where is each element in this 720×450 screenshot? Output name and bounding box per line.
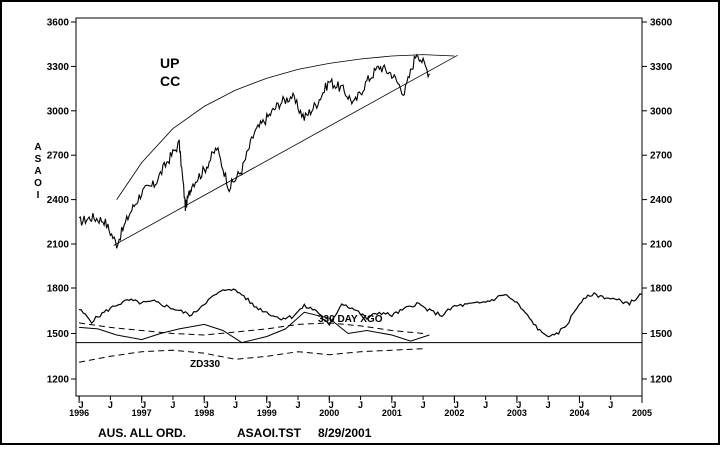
footer-index-name: AUS. ALL ORD. bbox=[98, 426, 186, 440]
x-month-label: J bbox=[579, 400, 584, 410]
y-axis-label-o: O bbox=[34, 178, 42, 189]
x-month-label: J bbox=[266, 400, 271, 410]
x-month-label: J bbox=[170, 400, 175, 410]
x-year-label: 1998 bbox=[194, 408, 214, 418]
x-month-label: J bbox=[483, 400, 488, 410]
y-tick-label-left: 3300 bbox=[47, 62, 70, 73]
oscillator-series-line bbox=[79, 288, 643, 338]
x-month-label: J bbox=[296, 400, 301, 410]
x-month-label: J bbox=[516, 400, 521, 410]
x-month-label: J bbox=[233, 400, 238, 410]
x-year-label: 2001 bbox=[382, 408, 402, 418]
y-tick-label-left: 1800 bbox=[47, 284, 70, 295]
x-month-label: J bbox=[391, 400, 396, 410]
xgo-series-line bbox=[79, 311, 430, 344]
y-tick-label-right: 2100 bbox=[650, 240, 673, 251]
x-month-label: J bbox=[421, 400, 426, 410]
y-tick-label-right: 1500 bbox=[650, 329, 673, 340]
price-series-line bbox=[78, 53, 430, 249]
x-month-label: J bbox=[358, 400, 363, 410]
y-tick-label-left: 1200 bbox=[47, 375, 70, 386]
x-month-label: J bbox=[79, 400, 84, 410]
cc-annotation: CC bbox=[160, 73, 180, 89]
y-tick-label-left: 3000 bbox=[47, 106, 70, 117]
footer-date: 8/29/2001 bbox=[318, 426, 372, 440]
x-month-label: J bbox=[546, 400, 551, 410]
y-tick-label-right: 2400 bbox=[650, 195, 673, 206]
x-year-label: 2005 bbox=[632, 408, 652, 418]
y-tick-label-right: 1800 bbox=[650, 284, 673, 295]
y-tick-label-right: 3300 bbox=[650, 62, 673, 73]
y-tick-label-right: 3600 bbox=[650, 18, 673, 29]
x-month-label: J bbox=[329, 400, 334, 410]
y-axis-label-a: A bbox=[34, 142, 41, 153]
y-tick-label-right: 2700 bbox=[650, 151, 673, 162]
y-axis-label-s: S bbox=[35, 154, 42, 165]
y-tick-label-right: 3000 bbox=[650, 106, 673, 117]
x-month-label: J bbox=[108, 400, 113, 410]
y-tick-label-left: 2700 bbox=[47, 151, 70, 162]
x-year-label: 1996 bbox=[69, 408, 89, 418]
x-year-label: 2000 bbox=[319, 408, 339, 418]
x-month-label: J bbox=[608, 400, 613, 410]
y-tick-label-left: 3600 bbox=[47, 18, 70, 29]
x-month-label: J bbox=[204, 400, 209, 410]
x-year-label: 1997 bbox=[132, 408, 152, 418]
resistance-curve bbox=[116, 54, 455, 200]
xgo-annotation: 330 DAY XGO bbox=[318, 314, 383, 325]
dashed-lower-band bbox=[79, 348, 424, 363]
x-year-label: 2003 bbox=[507, 408, 527, 418]
footer-file-name: ASAOI.TST bbox=[237, 426, 302, 440]
x-month-label: J bbox=[454, 400, 459, 410]
y-axis-label-a2: A bbox=[34, 166, 41, 177]
zd-annotation: ZD330 bbox=[190, 359, 220, 370]
y-tick-label-right: 1200 bbox=[650, 375, 673, 386]
y-axis-label-i: I bbox=[37, 190, 40, 201]
y-tick-label-left: 2400 bbox=[47, 195, 70, 206]
dashed-upper-band bbox=[79, 322, 424, 336]
x-month-label: J bbox=[141, 400, 146, 410]
plot-border bbox=[75, 17, 643, 397]
up-annotation: UP bbox=[160, 55, 179, 71]
y-tick-label-left: 1500 bbox=[47, 329, 70, 340]
y-tick-label-left: 2100 bbox=[47, 240, 70, 251]
x-year-label: 2002 bbox=[444, 408, 464, 418]
x-year-label: 2004 bbox=[569, 408, 589, 418]
x-year-label: 1999 bbox=[257, 408, 277, 418]
